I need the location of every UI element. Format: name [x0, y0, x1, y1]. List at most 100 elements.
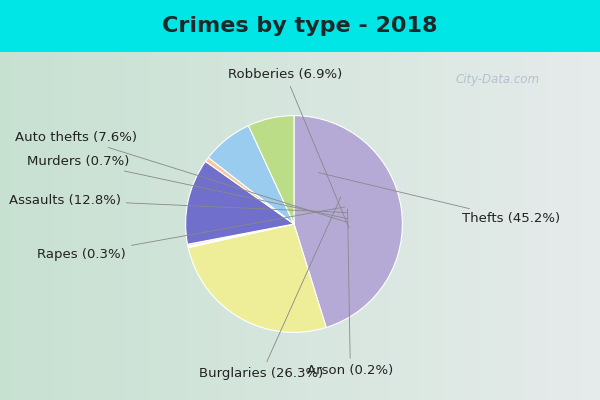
Bar [144, 52, 150, 400]
Bar [0, 52, 6, 400]
Bar [96, 52, 102, 400]
Bar [462, 52, 468, 400]
Bar [480, 52, 486, 400]
Bar [288, 52, 294, 400]
Bar [366, 52, 372, 400]
Bar [594, 52, 600, 400]
Bar [372, 52, 378, 400]
Bar [132, 52, 138, 400]
Bar [522, 52, 528, 400]
Bar [108, 52, 114, 400]
Bar [78, 52, 84, 400]
Wedge shape [206, 158, 294, 224]
Bar [534, 52, 540, 400]
Bar [498, 52, 504, 400]
Bar [186, 52, 192, 400]
Bar [408, 52, 414, 400]
Text: Assaults (12.8%): Assaults (12.8%) [8, 194, 346, 212]
Wedge shape [188, 224, 326, 332]
Wedge shape [188, 224, 294, 246]
Bar [276, 52, 282, 400]
Wedge shape [188, 224, 294, 248]
Bar [492, 52, 498, 400]
Bar [540, 52, 546, 400]
Bar [552, 52, 558, 400]
Bar [174, 52, 180, 400]
Bar [90, 52, 96, 400]
Bar [396, 52, 402, 400]
Bar [72, 52, 78, 400]
Bar [312, 52, 318, 400]
Text: Thefts (45.2%): Thefts (45.2%) [319, 173, 560, 225]
Bar [486, 52, 492, 400]
Bar [36, 52, 42, 400]
Bar [438, 52, 444, 400]
Bar [450, 52, 456, 400]
Bar [330, 52, 336, 400]
Bar [336, 52, 342, 400]
Bar [570, 52, 576, 400]
Wedge shape [208, 126, 294, 224]
Bar [12, 52, 18, 400]
Bar [516, 52, 522, 400]
Bar [162, 52, 168, 400]
Bar [48, 52, 54, 400]
Text: Burglaries (26.3%): Burglaries (26.3%) [199, 197, 341, 380]
Bar [360, 52, 366, 400]
Bar [456, 52, 462, 400]
Bar [138, 52, 144, 400]
Bar [114, 52, 120, 400]
Bar [24, 52, 30, 400]
Bar [60, 52, 66, 400]
Text: Murders (0.7%): Murders (0.7%) [27, 155, 347, 219]
Bar [258, 52, 264, 400]
Bar [18, 52, 24, 400]
Bar [546, 52, 552, 400]
Bar [150, 52, 156, 400]
Bar [234, 52, 240, 400]
Bar [378, 52, 384, 400]
Bar [294, 52, 300, 400]
Bar [252, 52, 258, 400]
Bar [168, 52, 174, 400]
Bar [414, 52, 420, 400]
Bar [300, 52, 306, 400]
Wedge shape [185, 161, 294, 244]
Bar [228, 52, 234, 400]
Wedge shape [294, 116, 403, 328]
Bar [510, 52, 516, 400]
Bar [354, 52, 360, 400]
Bar [588, 52, 594, 400]
Bar [348, 52, 354, 400]
Bar [444, 52, 450, 400]
Text: Arson (0.2%): Arson (0.2%) [307, 209, 394, 377]
Bar [528, 52, 534, 400]
Bar [576, 52, 582, 400]
Bar [306, 52, 312, 400]
Bar [240, 52, 246, 400]
Bar [264, 52, 270, 400]
Bar [270, 52, 276, 400]
Bar [6, 52, 12, 400]
Bar [192, 52, 198, 400]
Bar [216, 52, 222, 400]
Bar [564, 52, 570, 400]
Bar [210, 52, 216, 400]
Wedge shape [248, 116, 294, 224]
Bar [582, 52, 588, 400]
Bar [474, 52, 480, 400]
Bar [198, 52, 204, 400]
Bar [102, 52, 108, 400]
Bar [246, 52, 252, 400]
Bar [318, 52, 324, 400]
Bar [402, 52, 408, 400]
Text: Auto thefts (7.6%): Auto thefts (7.6%) [15, 131, 348, 222]
Bar [384, 52, 390, 400]
Bar [222, 52, 228, 400]
Bar [84, 52, 90, 400]
Bar [120, 52, 126, 400]
Bar [426, 52, 432, 400]
Text: City-Data.com: City-Data.com [456, 74, 540, 86]
Text: Rapes (0.3%): Rapes (0.3%) [37, 207, 345, 261]
Text: Robberies (6.9%): Robberies (6.9%) [228, 68, 349, 228]
